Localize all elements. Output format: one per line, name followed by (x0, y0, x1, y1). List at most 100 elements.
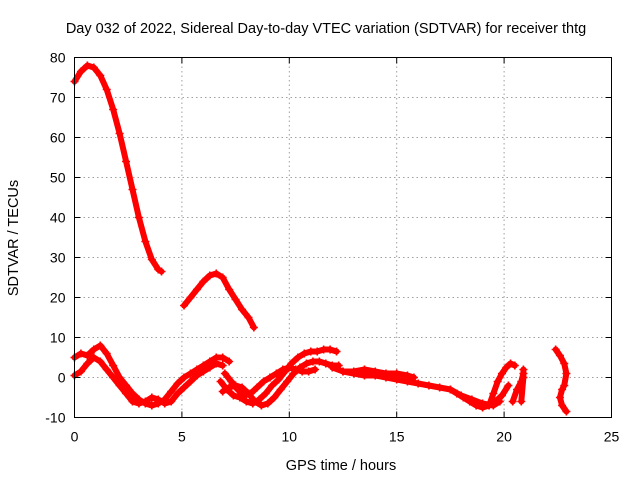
data-point (218, 361, 227, 370)
data-point (465, 397, 474, 406)
y-tick-label: 40 (50, 210, 66, 226)
y-tick-label: 60 (50, 130, 66, 146)
data-point (315, 357, 324, 366)
data-point (253, 383, 262, 392)
data-point (199, 367, 208, 376)
y-tick-label: 20 (50, 290, 66, 306)
x-tick-label: 25 (604, 429, 620, 445)
data-point (274, 375, 283, 384)
data-point (283, 377, 292, 386)
data-point (102, 365, 111, 374)
data-point (102, 349, 111, 358)
data-point (96, 71, 105, 80)
data-point (265, 373, 274, 382)
data-point (160, 399, 169, 408)
data-point (167, 387, 176, 396)
data-point (257, 401, 266, 410)
data-point (212, 359, 221, 368)
data-point (403, 371, 412, 380)
data-point (300, 349, 309, 358)
data-point (519, 365, 528, 374)
data-point (414, 379, 423, 388)
grid-lines (74, 57, 612, 418)
plot-frame (74, 57, 612, 418)
x-axis-title: GPS time / hours (286, 458, 396, 474)
data-point (244, 313, 253, 322)
data-point (89, 353, 98, 362)
data-point (321, 359, 330, 368)
data-point (173, 379, 182, 388)
data-point (83, 359, 92, 368)
series-arc-5 (216, 345, 341, 408)
data-point (493, 377, 502, 386)
data-point (313, 347, 322, 356)
data-point (229, 391, 238, 400)
x-tick-label: 0 (71, 429, 79, 445)
data-point (489, 389, 498, 398)
data-point (242, 397, 251, 406)
data-point (76, 349, 85, 358)
data-point (128, 397, 137, 406)
data-point (381, 369, 390, 378)
data-point (128, 185, 137, 194)
data-point (205, 363, 214, 372)
data-point (96, 357, 105, 366)
series-line (447, 382, 512, 411)
chart-title: Day 032 of 2022, Sidereal Day-to-day VTE… (66, 21, 586, 37)
data-point (180, 383, 189, 392)
data-point (519, 373, 528, 382)
data-point (231, 295, 240, 304)
data-point (435, 383, 444, 392)
data-point (560, 359, 569, 368)
data-point (227, 377, 236, 386)
data-point (502, 363, 511, 372)
data-point (291, 365, 300, 374)
data-point (122, 157, 131, 166)
series-arc-2 (180, 269, 258, 332)
data-point (199, 277, 208, 286)
data-point (134, 399, 143, 408)
data-point (558, 385, 567, 394)
y-tick-label: 0 (58, 370, 66, 386)
data-point (371, 367, 380, 376)
data-point (249, 323, 258, 332)
data-point (261, 389, 270, 398)
series-arc-3 (70, 341, 234, 410)
data-point (115, 381, 124, 390)
data-point (551, 345, 560, 354)
data-point (328, 363, 337, 372)
data-point (478, 403, 487, 412)
data-point (485, 401, 494, 410)
data-point (225, 357, 234, 366)
data-point (452, 389, 461, 398)
data-point (285, 363, 294, 372)
data-point (562, 369, 571, 378)
data-point (293, 353, 302, 362)
data-point (147, 393, 156, 402)
data-point (506, 359, 515, 368)
data-point (89, 63, 98, 72)
y-tick-label: 30 (50, 250, 66, 266)
data-point (167, 397, 176, 406)
data-point (147, 255, 156, 264)
data-point (240, 391, 249, 400)
data-point (115, 129, 124, 138)
data-point (218, 387, 227, 396)
data-point (218, 273, 227, 282)
data-point (212, 269, 221, 278)
data-point (109, 105, 118, 114)
data-point (555, 351, 564, 360)
series-arc-4 (70, 353, 227, 408)
data-point (186, 369, 195, 378)
series-arc-12 (508, 365, 528, 406)
data-point (332, 347, 341, 356)
data-point (459, 393, 468, 402)
data-point (409, 373, 418, 382)
y-tick-label: 50 (50, 170, 66, 186)
data-series (70, 61, 571, 416)
series-arc-11 (485, 359, 519, 410)
data-point (562, 407, 571, 416)
series-arc-1 (70, 61, 166, 276)
